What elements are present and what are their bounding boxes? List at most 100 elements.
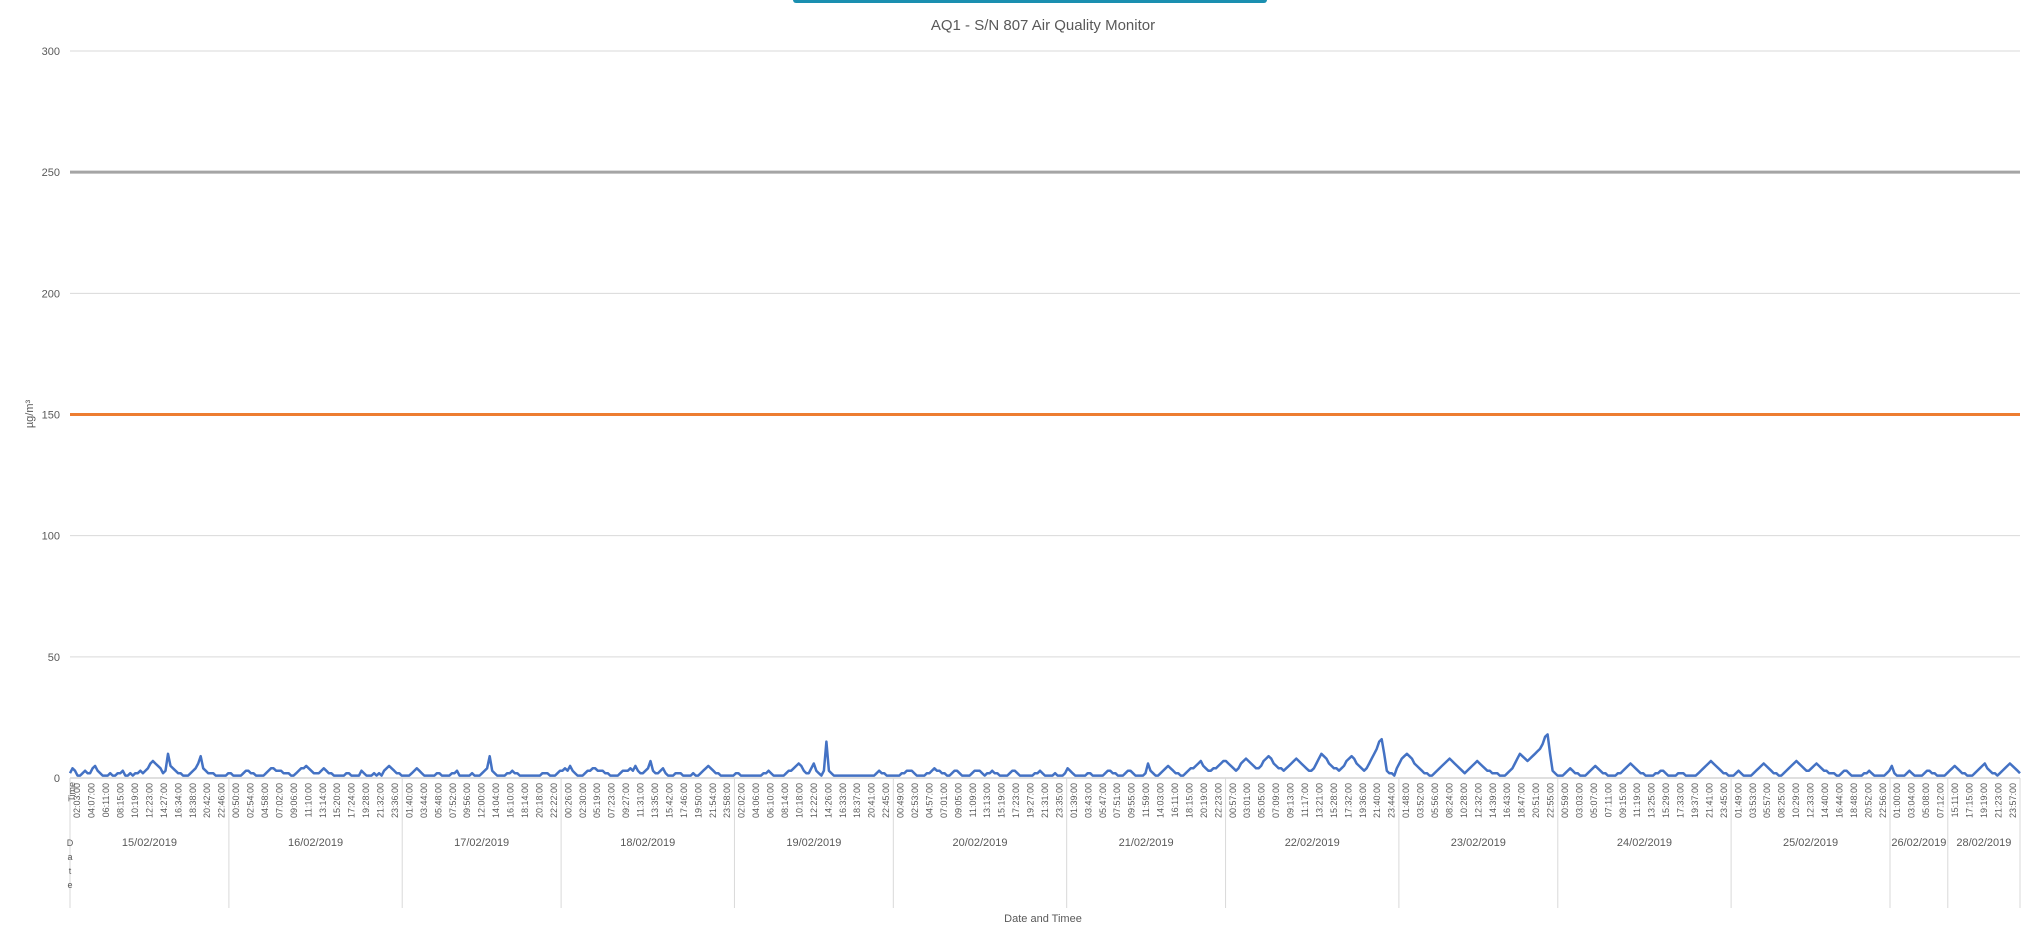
- x-time-tick-label: 02:30:00: [578, 783, 588, 818]
- x-time-tick-label: 20:52:00: [1863, 783, 1873, 818]
- x-time-tick-label: 05:56:00: [1430, 783, 1440, 818]
- x-time-tick-label: 23:57:00: [2008, 783, 2018, 818]
- x-time-tick-label: 07:51:00: [1112, 783, 1122, 818]
- y-tick-label: 300: [42, 46, 60, 58]
- x-date-label: 28/02/2019: [1956, 837, 2011, 849]
- x-time-tick-label: 18:37:00: [852, 783, 862, 818]
- x-time-tick-label: 22:23:00: [1213, 783, 1223, 818]
- x-time-tick-label: 20:19:00: [1199, 783, 1209, 818]
- x-time-tick-label: 10:18:00: [794, 783, 804, 818]
- x-time-tick-label: 20:18:00: [534, 783, 544, 818]
- x-date-label: 20/02/2019: [952, 837, 1007, 849]
- x-time-tick-label: 23:35:00: [1054, 783, 1064, 818]
- x-time-tick-label: 00:26:00: [563, 783, 573, 818]
- x-time-tick-label: 14:39:00: [1488, 783, 1498, 818]
- chart-title: AQ1 - S/N 807 Air Quality Monitor: [931, 17, 1155, 34]
- x-time-tick-label: 15:28:00: [1329, 783, 1339, 818]
- x-time-tick-label: 17:46:00: [679, 783, 689, 818]
- x-time-tick-label: 09:56:00: [462, 783, 472, 818]
- x-time-tick-label: 11:17:00: [1300, 783, 1310, 817]
- x-time-tick-label: 09:27:00: [621, 783, 631, 818]
- x-time-tick-label: 22:45:00: [881, 783, 891, 818]
- x-time-tick-label: 22:56:00: [1878, 783, 1888, 818]
- x-time-tick-label: 16:11:00: [1170, 783, 1180, 817]
- x-time-tick-label: 18:15:00: [1184, 783, 1194, 818]
- x-time-tick-label: 10:19:00: [130, 783, 140, 818]
- x-time-tick-label: 21:41:00: [1704, 783, 1714, 818]
- x-time-tick-label: 07:11:00: [1603, 783, 1613, 817]
- x-time-tick-label: 23:58:00: [722, 783, 732, 818]
- x-time-tick-label: 19:37:00: [1690, 783, 1700, 818]
- x-time-tick-label: 07:09:00: [1271, 783, 1281, 818]
- x-time-tick-label: 07:23:00: [607, 783, 617, 818]
- x-time-tick-label: 02:03:00: [72, 783, 82, 818]
- y-tick-label: 250: [42, 167, 60, 179]
- x-time-tick-label: 15:42:00: [664, 783, 674, 818]
- x-time-tick-label: 12:23:00: [144, 783, 154, 818]
- x-time-tick-label: 08:14:00: [780, 783, 790, 818]
- x-time-tick-label: 03:03:00: [1574, 783, 1584, 818]
- x-time-tick-label: 05:48:00: [433, 783, 443, 818]
- x-date-label: 26/02/2019: [1891, 837, 1946, 849]
- x-time-tick-label: 03:44:00: [419, 783, 429, 818]
- x-time-tick-label: 02:53:00: [910, 783, 920, 818]
- x-time-tick-label: 05:07:00: [1589, 783, 1599, 818]
- y-tick-label: 150: [42, 410, 60, 422]
- x-time-tick-label: 17:33:00: [1676, 783, 1686, 818]
- x-time-tick-label: 05:57:00: [1762, 783, 1772, 818]
- x-axis-label: Date and Timee: [1004, 913, 1082, 925]
- x-time-tick-label: 16:43:00: [1502, 783, 1512, 818]
- y-axis-label: µg/m³: [24, 399, 36, 428]
- x-time-tick-label: 08:24:00: [1444, 783, 1454, 818]
- x-time-tick-label: 14:27:00: [159, 783, 169, 818]
- x-time-tick-label: 10:28:00: [1459, 783, 1469, 818]
- x-time-tick-label: 01:48:00: [1401, 783, 1411, 818]
- x-time-tick-label: 19:19:00: [1979, 783, 1989, 818]
- x-time-tick-label: 15:29:00: [1661, 783, 1671, 818]
- x-time-tick-label: 02:02:00: [737, 783, 747, 818]
- x-time-tick-label: 14:26:00: [823, 783, 833, 818]
- x-time-tick-label: 05:47:00: [1098, 783, 1108, 818]
- y-tick-label: 200: [42, 288, 60, 300]
- x-time-tick-label: 08:15:00: [116, 783, 126, 818]
- chart-frame-tab: [793, 0, 1267, 3]
- x-time-tick-label: 21:40:00: [1372, 783, 1382, 818]
- x-time-tick-label: 16:33:00: [838, 783, 848, 818]
- x-time-tick-label: 04:06:00: [751, 783, 761, 818]
- x-time-tick-label: 09:06:00: [289, 783, 299, 818]
- x-time-tick-label: 14:03:00: [1156, 783, 1166, 818]
- x-time-tick-label: 04:07:00: [87, 783, 97, 818]
- x-time-tick-label: 13:21:00: [1314, 783, 1324, 818]
- x-time-tick-label: 13:14:00: [318, 783, 328, 818]
- x-date-label: 23/02/2019: [1451, 837, 1506, 849]
- x-time-tick-label: 07:52:00: [448, 783, 458, 818]
- x-time-tick-label: 22:22:00: [549, 783, 559, 818]
- x-time-tick-label: 19:27:00: [1026, 783, 1036, 818]
- x-time-tick-label: 04:57:00: [924, 783, 934, 818]
- x-time-tick-label: 15:20:00: [332, 783, 342, 818]
- x-date-label: 15/02/2019: [122, 837, 177, 849]
- x-time-tick-label: 23:36:00: [390, 783, 400, 818]
- x-time-tick-label: 13:35:00: [650, 783, 660, 818]
- x-time-tick-label: 18:47:00: [1517, 783, 1527, 818]
- x-time-tick-label: 15:11:00: [1950, 783, 1960, 817]
- x-time-tick-label: 10:29:00: [1791, 783, 1801, 818]
- y-tick-label: 50: [48, 652, 60, 664]
- x-time-tick-label: 23:45:00: [1719, 783, 1729, 818]
- x-date-label: 22/02/2019: [1285, 837, 1340, 849]
- x-time-tick-label: 19:28:00: [361, 783, 371, 818]
- x-time-tick-label: 07:12:00: [1936, 783, 1946, 818]
- y-tick-label: 100: [42, 531, 60, 543]
- x-time-tick-label: 01:39:00: [1069, 783, 1079, 818]
- x-time-tick-label: 13:25:00: [1647, 783, 1657, 818]
- x-date-label: 16/02/2019: [288, 837, 343, 849]
- x-time-tick-label: 11:19:00: [1632, 783, 1642, 817]
- x-time-tick-label: 05:19:00: [592, 783, 602, 818]
- x-time-tick-label: 07:02:00: [274, 783, 284, 818]
- x-time-tick-label: 15:19:00: [997, 783, 1007, 818]
- x-date-label: 19/02/2019: [786, 837, 841, 849]
- x-time-tick-label: 03:01:00: [1242, 783, 1252, 818]
- x-time-tick-label: 01:49:00: [1733, 783, 1743, 818]
